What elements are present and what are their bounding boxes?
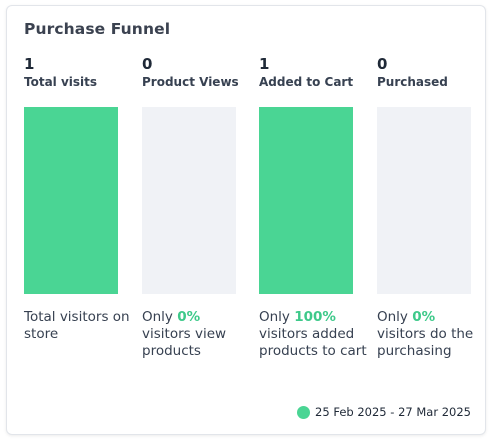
legend-dot-icon	[297, 405, 311, 419]
stage-bar-track[interactable]	[377, 107, 471, 294]
desc-suffix: Total visitors on store	[24, 309, 130, 342]
desc-percent: 0%	[177, 309, 201, 325]
stage-description: Only 100% visitors added products to car…	[259, 309, 369, 360]
desc-suffix: visitors added products to cart	[259, 326, 367, 359]
desc-prefix: Only	[259, 309, 295, 325]
funnel-stage-purchased: 0 Purchased Only 0% visitors do the purc…	[377, 54, 473, 359]
card-title: Purchase Funnel	[24, 20, 171, 38]
stage-count: 1	[24, 55, 35, 73]
stage-description: Only 0% visitors view products	[142, 309, 252, 360]
stage-bar-track[interactable]	[259, 107, 353, 294]
desc-percent: 100%	[294, 309, 336, 325]
stage-label: Purchased	[377, 75, 448, 89]
stage-bar-track[interactable]	[142, 107, 236, 294]
desc-percent: 0%	[412, 309, 436, 325]
funnel-stage-total-visits: 1 Total visits Total visitors on store	[24, 54, 130, 342]
stage-description: Total visitors on store	[24, 309, 134, 343]
stage-bar-track[interactable]	[24, 107, 118, 294]
desc-prefix: Only	[377, 309, 413, 325]
date-range-label: 25 Feb 2025 - 27 Mar 2025	[315, 405, 471, 419]
date-range-legend: 25 Feb 2025 - 27 Mar 2025	[297, 405, 471, 419]
stage-description: Only 0% visitors do the purchasing	[377, 309, 487, 360]
funnel-stage-added-to-cart: 1 Added to Cart Only 100% visitors added…	[259, 54, 367, 359]
desc-suffix: visitors view products	[142, 326, 227, 359]
purchase-funnel-card: Purchase Funnel 1 Total visits Total vis…	[6, 5, 486, 435]
desc-prefix: Only	[142, 309, 178, 325]
stage-count: 0	[377, 55, 388, 73]
stage-bar-fill	[259, 107, 353, 294]
stage-label: Product Views	[142, 75, 239, 89]
stage-count: 1	[259, 55, 270, 73]
stage-count: 0	[142, 55, 153, 73]
stage-bar-fill	[24, 107, 118, 294]
stage-label: Total visits	[24, 75, 98, 89]
stage-label: Added to Cart	[259, 75, 354, 89]
desc-suffix: visitors do the purchasing	[377, 326, 474, 359]
funnel-stage-product-views: 0 Product Views Only 0% visitors view pr…	[142, 54, 239, 359]
